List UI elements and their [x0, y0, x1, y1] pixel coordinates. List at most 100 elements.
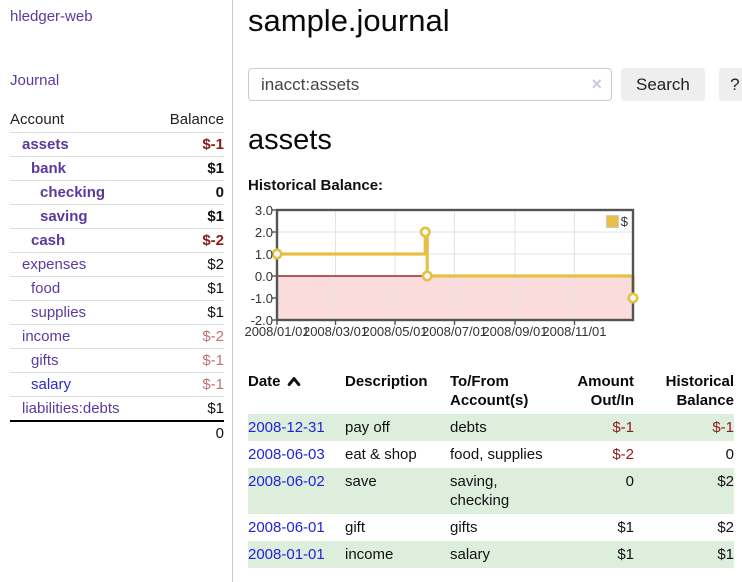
legend-label: $: [620, 214, 628, 229]
transaction-accounts: saving, checking: [450, 473, 510, 509]
y-axis-tick-label: 2.0: [254, 225, 273, 240]
account-balance: $-1: [202, 352, 224, 369]
account-balance: $1: [207, 400, 224, 417]
x-axis-tick-label: 2008/05/01: [362, 324, 428, 339]
sidebar-account-link[interactable]: saving: [40, 208, 88, 225]
register-row: 2008-12-31 pay off debts $-1 $-1: [248, 414, 734, 441]
sidebar-account-link[interactable]: assets: [22, 136, 69, 153]
account-balance: $1: [207, 280, 224, 297]
register-row: 2008-06-01 gift gifts $1 $2: [248, 514, 734, 541]
account-balance: $-1: [202, 376, 224, 393]
transaction-description: eat & shop: [345, 446, 417, 463]
account-heading: assets: [248, 124, 332, 156]
transaction-amount: $1: [617, 546, 634, 563]
main-content: sample.journal × Search ? assets Histori…: [233, 0, 742, 582]
sidebar-account-link[interactable]: gifts: [31, 352, 59, 369]
sidebar-account-link[interactable]: salary: [31, 376, 72, 393]
sidebar-nav: Journal: [10, 72, 224, 90]
sidebar-account-link[interactable]: supplies: [31, 304, 87, 321]
search-box: ×: [248, 68, 612, 101]
accounts-table-header: Account Balance: [10, 108, 224, 133]
account-row: checking 0: [10, 180, 224, 205]
date-header-label: Date: [248, 373, 281, 390]
accounts-header-balance: Balance: [169, 111, 224, 128]
transaction-amount: 0: [625, 473, 634, 490]
accounts-total: 0: [215, 425, 224, 442]
register-table: Date Description To/From Account(s) Amou…: [248, 370, 734, 568]
search-input[interactable]: [248, 68, 612, 101]
sidebar-account-link[interactable]: liabilities:debts: [22, 400, 120, 417]
sidebar-account-link[interactable]: food: [31, 280, 61, 297]
accounts-header-account: Account: [10, 111, 65, 128]
account-balance: $-1: [202, 136, 224, 153]
transaction-description: pay off: [345, 419, 390, 436]
transaction-amount: $-1: [612, 419, 634, 436]
register-row: 2008-06-02 save saving, checking 0 $2: [248, 468, 734, 514]
register-table-header: Date Description To/From Account(s) Amou…: [248, 370, 734, 414]
transaction-accounts: food, supplies: [450, 446, 543, 463]
y-axis-tick-label: -2.0: [250, 313, 273, 328]
transaction-date-link[interactable]: 2008-12-31: [248, 419, 325, 436]
sidebar-account-link[interactable]: expenses: [22, 256, 87, 273]
help-button[interactable]: ?: [718, 68, 742, 101]
transaction-balance: $1: [717, 546, 734, 563]
y-axis-tick-label: 0.0: [254, 269, 273, 284]
x-axis-tick-label: 2008/03/01: [302, 324, 369, 339]
account-balance: $1: [207, 208, 224, 225]
sidebar-account-link[interactable]: cash: [31, 232, 66, 249]
transaction-date-link[interactable]: 2008-06-02: [248, 473, 325, 490]
transaction-date-link[interactable]: 2008-06-01: [248, 519, 325, 536]
app-title-link[interactable]: hledger-web: [10, 8, 93, 25]
sidebar: hledger-web Journal Account Balance asse…: [0, 0, 233, 582]
register-row: 2008-06-03 eat & shop food, supplies $-2 0: [248, 441, 734, 468]
transaction-accounts: gifts: [450, 519, 478, 536]
x-axis-tick-label: 2008/11/01: [542, 324, 607, 339]
sidebar-item-journal[interactable]: Journal: [10, 72, 60, 89]
account-balance: $2: [207, 256, 224, 273]
chart-plot-area: $: [271, 208, 639, 325]
transaction-accounts: salary: [450, 546, 491, 563]
y-axis-tick-label: 3.0: [254, 203, 273, 218]
transaction-amount: $1: [617, 519, 634, 536]
transaction-balance: 0: [725, 446, 734, 463]
transaction-balance: $-1: [712, 419, 734, 436]
col-header-date[interactable]: Date: [248, 370, 345, 414]
account-balance: $1: [207, 304, 224, 321]
transaction-date-link[interactable]: 2008-01-01: [248, 546, 325, 563]
transaction-description: gift: [345, 519, 366, 536]
clear-search-icon[interactable]: ×: [591, 74, 602, 94]
col-header-amount: Amount Out/In: [577, 373, 634, 409]
sidebar-account-link[interactable]: checking: [40, 184, 106, 201]
account-row: bank $1: [10, 156, 224, 181]
y-axis-tick-label: -1.0: [250, 291, 273, 306]
account-balance: $1: [207, 160, 224, 177]
y-axis-tick-label: 1.0: [254, 247, 273, 262]
sidebar-account-link[interactable]: income: [22, 328, 71, 345]
account-row: salary $-1: [10, 372, 224, 397]
account-balance: $-2: [202, 232, 224, 249]
chart-legend: $: [605, 214, 628, 229]
page-title: sample.journal: [248, 3, 450, 38]
x-axis-tick-label: 2008/01/01: [244, 324, 310, 339]
transaction-accounts: debts: [450, 419, 487, 436]
account-balance: $-2: [202, 328, 224, 345]
col-header-balance: Historical Balance: [665, 373, 734, 409]
balance-chart: $3.0 2.0 1.0 0.0 -1.0 -2.0 2008/01/01 2008/03/0…: [244, 203, 728, 344]
chart-title: Historical Balance:: [248, 177, 384, 194]
transaction-balance: $2: [717, 519, 734, 536]
search-button[interactable]: Search: [621, 68, 705, 101]
transaction-amount: $-2: [612, 446, 634, 463]
sort-asc-icon: [287, 373, 301, 390]
search-form: × Search ?: [248, 68, 742, 101]
sidebar-account-link[interactable]: bank: [31, 160, 67, 177]
account-row: expenses $2: [10, 252, 224, 277]
account-balance: 0: [215, 184, 224, 201]
transaction-date-link[interactable]: 2008-06-03: [248, 446, 325, 463]
account-row: assets $-1: [10, 132, 224, 157]
x-axis-tick-label: 2008/07/01: [421, 324, 488, 339]
account-row: food $1: [10, 276, 224, 301]
account-row: cash $-2: [10, 228, 224, 253]
transaction-balance: $2: [717, 473, 734, 490]
legend-swatch-icon: [605, 215, 619, 228]
